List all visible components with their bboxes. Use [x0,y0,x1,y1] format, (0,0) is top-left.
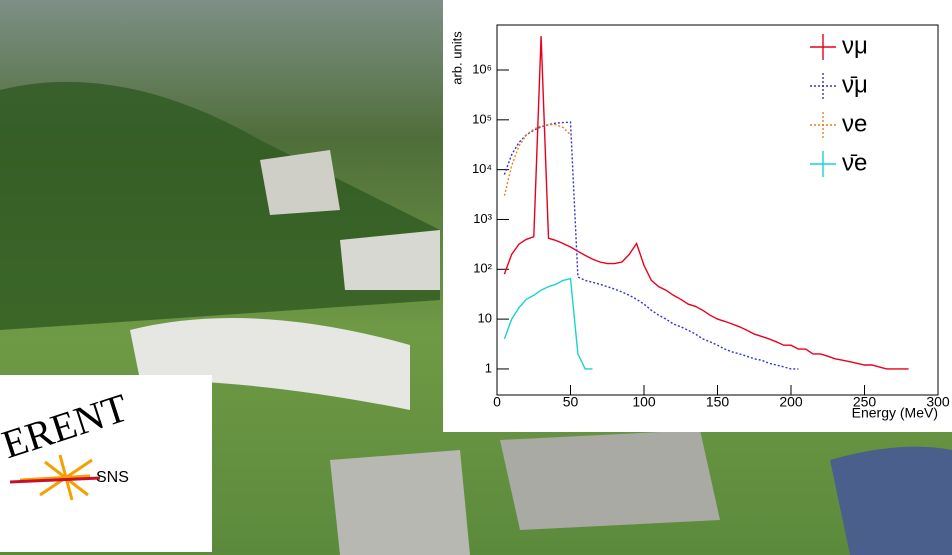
logo-subtext: SNS [96,469,129,486]
x-tick-label: 0 [493,394,501,410]
parking-lot [330,450,470,555]
y-tick-label: 10⁴ [472,161,492,176]
y-tick-label: 10⁶ [472,61,492,76]
x-tick-label: 150 [706,394,730,410]
legend-label: νe [842,110,867,137]
pond [830,447,952,555]
x-tick-label: 100 [632,394,656,410]
legend-label: ν̄μ [842,71,868,98]
slide: arb. units Energy (MeV) ERENT SNS 050100… [0,0,952,555]
legend-label: νμ [842,32,868,59]
x-tick-label: 200 [779,394,803,410]
building [340,230,440,290]
y-tick-label: 10 [478,311,492,326]
y-tick-label: 10⁵ [472,111,492,126]
parking-lot [500,430,720,530]
x-tick-label: 250 [853,394,877,410]
y-axis-label: arb. units [449,31,464,85]
x-tick-label: 50 [563,394,579,410]
building [260,150,340,215]
y-tick-label: 10³ [473,211,492,226]
y-tick-label: 10² [473,261,492,276]
chart-panel [443,0,952,432]
legend-label: ν̄e [842,149,867,176]
x-tick-label: 300 [926,394,950,410]
y-tick-label: 1 [485,360,492,375]
